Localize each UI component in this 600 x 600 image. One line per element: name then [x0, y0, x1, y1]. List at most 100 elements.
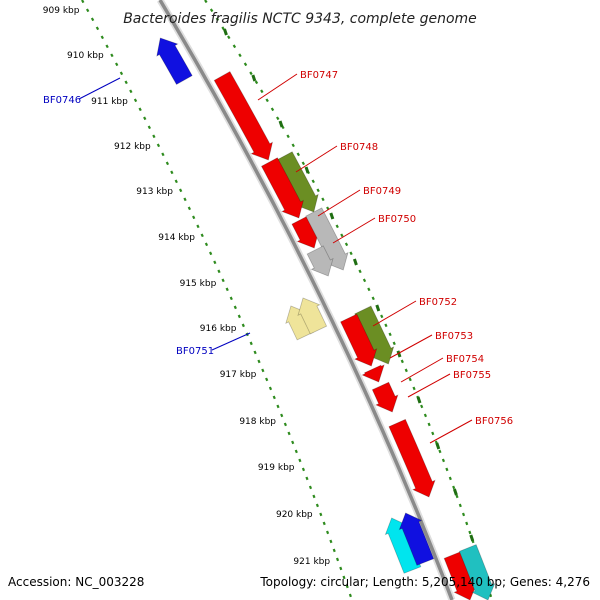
inner-ruler-dot	[319, 512, 323, 517]
inner-ruler-dot	[165, 161, 170, 166]
label-leader-bf0747	[257, 73, 298, 101]
inner-ruler-dot	[138, 107, 142, 112]
ruler-tick-label: 915 kbp	[180, 279, 217, 289]
outer-ruler-dot	[316, 188, 320, 193]
outer-ruler-dot	[468, 530, 472, 535]
outer-ruler-dot	[367, 287, 371, 292]
map-title: Bacteroides fragilis NCTC 9343, complete…	[123, 11, 477, 27]
gene-arrow-bf0750	[306, 245, 334, 277]
outer-ruler-dot	[215, 17, 220, 22]
inner-ruler-dot	[257, 359, 261, 364]
outer-ruler-dot	[412, 386, 416, 391]
gene-arrow-bf0747	[213, 71, 274, 161]
inner-ruler-dot	[326, 530, 330, 535]
label-leader-bf0746	[78, 77, 121, 100]
ruler-tick-label: 921 kbp	[293, 557, 330, 567]
ruler-tick-label: 918 kbp	[239, 417, 276, 427]
inner-ruler-dot	[209, 251, 213, 256]
outer-ruler-dot	[420, 404, 424, 409]
label-leader-bf0752	[372, 300, 417, 327]
inner-ruler-dot	[221, 278, 225, 283]
outer-ruler-dot	[301, 161, 306, 166]
outer-ruler-dot	[227, 35, 231, 40]
inner-ruler-dot	[161, 152, 165, 157]
accession-text: Accession: NC_003228	[8, 575, 144, 589]
gene-label-bf0747: BF0747	[300, 70, 338, 81]
outer-ruler-dot	[221, 26, 225, 31]
outer-ruler-dot	[392, 341, 396, 346]
inner-ruler-dot	[345, 584, 349, 589]
inner-ruler-dot	[322, 521, 326, 526]
outer-ruler-major-tick	[452, 488, 458, 496]
inner-ruler-dot	[315, 503, 319, 508]
outer-ruler-major-tick	[223, 28, 228, 36]
gene-arrow-bf0752	[458, 544, 496, 600]
outer-ruler-dot	[321, 197, 325, 202]
outer-ruler-dot	[276, 116, 280, 121]
inner-ruler-dot	[196, 224, 200, 229]
inner-ruler-dot	[217, 269, 221, 274]
outer-ruler-dot	[358, 269, 362, 274]
gene-label-bf0749: BF0749	[363, 186, 401, 197]
outer-ruler-dot	[380, 314, 384, 319]
outer-ruler-dot	[438, 449, 442, 454]
outer-ruler-dot	[238, 53, 242, 58]
inner-ruler-dot	[213, 260, 217, 265]
outer-ruler-dot	[209, 8, 214, 13]
outer-ruler-dot	[408, 377, 412, 382]
outer-ruler-dot	[243, 62, 248, 67]
inner-ruler-dot	[129, 89, 133, 94]
inner-ruler-dot	[332, 548, 336, 553]
inner-ruler-dot	[156, 143, 161, 148]
backbone	[156, 0, 456, 600]
outer-ruler-dot	[204, 0, 208, 4]
outer-ruler-dot	[232, 44, 237, 49]
outer-ruler-dot	[461, 512, 466, 517]
outer-ruler-major-tick	[435, 442, 441, 450]
inner-ruler-dot	[298, 458, 302, 463]
outer-ruler-dot	[349, 251, 353, 256]
label-leader-bf0751	[211, 332, 251, 351]
ruler-tick-label: 919 kbp	[258, 463, 295, 473]
outer-ruler-dot	[254, 80, 259, 85]
ruler-tick-label: 911 kbp	[91, 97, 128, 107]
inner-ruler-dot	[225, 287, 229, 292]
outer-ruler-dot	[311, 179, 315, 184]
inner-ruler-dot	[174, 179, 178, 184]
gene-label-bf0746: BF0746	[43, 95, 81, 106]
label-leader-bf0754	[400, 357, 444, 383]
inner-ruler-dot	[147, 125, 151, 130]
outer-ruler-dot	[448, 476, 452, 481]
ruler-tick-label: 920 kbp	[276, 510, 313, 520]
outer-ruler-major-tick	[396, 350, 402, 358]
inner-ruler-dot	[237, 314, 241, 319]
gene-arrow-bf0750	[305, 207, 349, 271]
gene-label-bf0748: BF0748	[340, 142, 378, 153]
inner-ruler-dot	[119, 71, 124, 76]
outer-ruler-dot	[452, 485, 456, 490]
inner-ruler-dot	[90, 17, 95, 22]
gene-arrow-bf0756	[388, 418, 436, 498]
outer-ruler-dot	[423, 413, 428, 418]
gene-label-bf0754: BF0754	[446, 354, 484, 365]
outer-ruler-dot	[265, 98, 269, 103]
inner-ruler-dot	[280, 413, 284, 418]
gene-arrow-bf0746	[398, 512, 435, 566]
outer-ruler-dot	[371, 296, 375, 301]
inner-ruler-dot	[100, 35, 104, 40]
inner-ruler-dot	[294, 449, 298, 454]
ruler-tick-label: 912 kbp	[114, 142, 151, 152]
outer-ruler-major-tick	[304, 166, 310, 174]
gene-arrow-bf0754	[361, 364, 385, 383]
inner-ruler-dot	[241, 323, 245, 328]
inner-ruler-dot	[342, 575, 346, 580]
label-leader-bf0755	[407, 373, 451, 398]
backbone-line	[158, 0, 454, 600]
inner-ruler-dot	[85, 8, 90, 13]
inner-ruler-dot	[143, 116, 147, 121]
gene-labels: BF0746 BF0747 BF0748 BF0749 BF0750 BF0751 BF07…	[43, 70, 513, 444]
inner-ruler-dot	[287, 431, 291, 436]
gene-arrow-bf0746	[156, 37, 193, 85]
inner-ruler-dot	[133, 98, 138, 103]
outer-ruler-major-tick	[416, 396, 422, 404]
